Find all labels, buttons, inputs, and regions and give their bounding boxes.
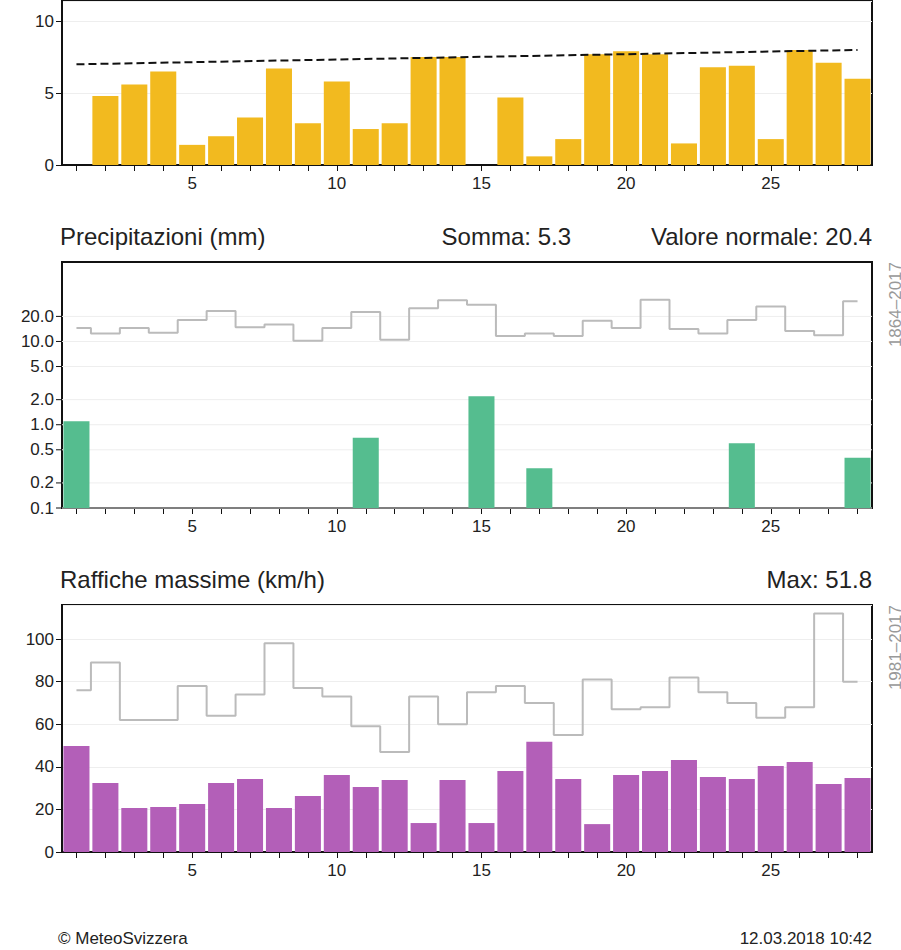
svg-text:15: 15 (472, 861, 491, 880)
svg-text:Valore normale: 20.4: Valore normale: 20.4 (651, 223, 872, 250)
svg-text:60: 60 (35, 715, 54, 734)
svg-text:5: 5 (187, 861, 196, 880)
svg-text:© MeteoSvizzera: © MeteoSvizzera (58, 929, 188, 948)
svg-text:0.5: 0.5 (30, 440, 54, 459)
svg-text:0.1: 0.1 (30, 499, 54, 518)
svg-text:40: 40 (35, 757, 54, 776)
svg-text:0: 0 (45, 843, 54, 862)
svg-text:1981–2017: 1981–2017 (886, 605, 901, 690)
svg-text:80: 80 (35, 672, 54, 691)
svg-text:10: 10 (327, 861, 346, 880)
svg-text:5: 5 (187, 174, 196, 193)
svg-text:10: 10 (327, 517, 346, 536)
svg-text:15: 15 (472, 517, 491, 536)
svg-text:2.0: 2.0 (30, 390, 54, 409)
svg-text:10: 10 (35, 12, 54, 31)
svg-text:Precipitazioni (mm): Precipitazioni (mm) (60, 223, 265, 250)
svg-text:12.03.2018 10:42: 12.03.2018 10:42 (740, 929, 872, 948)
svg-text:15: 15 (472, 174, 491, 193)
svg-text:Somma: 5.3: Somma: 5.3 (442, 223, 571, 250)
svg-text:10: 10 (327, 174, 346, 193)
svg-text:20.0: 20.0 (21, 307, 54, 326)
svg-text:5.0: 5.0 (30, 357, 54, 376)
svg-text:25: 25 (761, 861, 780, 880)
svg-text:20: 20 (35, 800, 54, 819)
svg-text:Raffiche massime (km/h): Raffiche massime (km/h) (60, 566, 325, 593)
svg-text:20: 20 (617, 861, 636, 880)
svg-text:25: 25 (761, 174, 780, 193)
svg-text:5: 5 (187, 517, 196, 536)
svg-text:10.0: 10.0 (21, 332, 54, 351)
svg-text:100: 100 (26, 630, 54, 649)
svg-text:1.0: 1.0 (30, 415, 54, 434)
svg-text:0.2: 0.2 (30, 473, 54, 492)
svg-text:25: 25 (761, 517, 780, 536)
svg-text:20: 20 (617, 174, 636, 193)
svg-text:5: 5 (45, 84, 54, 103)
svg-text:1864–2017: 1864–2017 (886, 262, 901, 347)
svg-text:20: 20 (617, 517, 636, 536)
svg-text:Max: 51.8: Max: 51.8 (767, 566, 872, 593)
svg-text:0: 0 (45, 156, 54, 175)
